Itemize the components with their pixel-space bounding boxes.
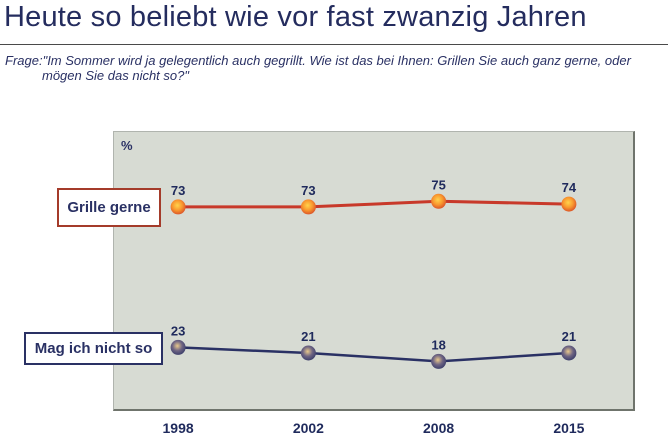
- y-axis-unit-label: %: [121, 138, 133, 153]
- series-label-0-text: Grille gerne: [67, 199, 151, 216]
- question-prefix: Frage:: [5, 53, 43, 68]
- x-axis: 1998 2002 2008 2015: [163, 420, 585, 436]
- series-label-0: Grille gerne: [57, 188, 161, 227]
- plot-area: %: [113, 131, 635, 411]
- series-label-1-text: Mag ich nicht so: [34, 340, 153, 357]
- survey-question: Frage:"Im Sommer wird ja gelegentlich au…: [5, 53, 662, 83]
- x-axis-label: 2002: [293, 420, 324, 436]
- question-text: "Im Sommer wird ja gelegentlich auch geg…: [42, 53, 631, 83]
- x-axis-label: 2015: [553, 420, 584, 436]
- page-title: Heute so beliebt wie vor fast zwanzig Ja…: [4, 1, 587, 33]
- series-label-1: Mag ich nicht so: [24, 332, 163, 365]
- x-axis-label: 2008: [423, 420, 454, 436]
- x-axis-label: 1998: [163, 420, 194, 436]
- title-divider: [0, 44, 668, 45]
